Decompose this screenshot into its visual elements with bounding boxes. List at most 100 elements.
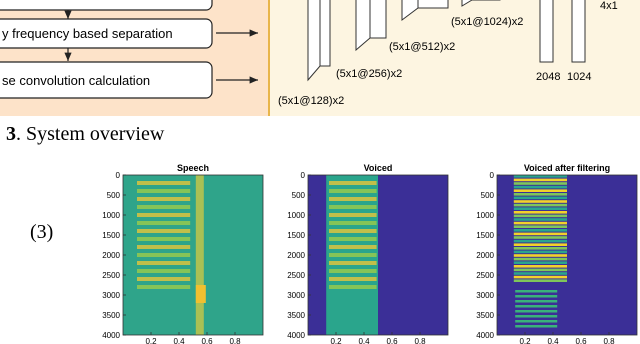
y-tick-label: 2000 <box>287 251 305 260</box>
block <box>401 0 449 21</box>
x-tick-label: 0.4 <box>358 337 370 344</box>
spectrogram-band <box>513 268 567 272</box>
spectrogram-band <box>329 197 377 201</box>
spectrogram-band <box>137 181 191 185</box>
y-tick-label: 3500 <box>102 311 120 320</box>
spectrogram-band <box>137 245 191 249</box>
spectrogram-band <box>329 205 377 209</box>
x-tick-label: 0.4 <box>173 337 185 344</box>
spectrogram-band <box>515 305 558 308</box>
spectrogram-band <box>515 310 558 313</box>
caption: 3. System overview <box>6 123 165 145</box>
spectrogram-band <box>137 253 191 257</box>
block <box>307 0 331 82</box>
spectrogram-band <box>513 229 567 232</box>
y-tick-label: 1000 <box>287 211 305 220</box>
y-tick-label: 3000 <box>287 291 305 300</box>
y-tick-label: 1000 <box>102 211 120 220</box>
spectrogram-band <box>513 193 567 196</box>
y-tick-label: 3500 <box>287 311 305 320</box>
spectrogram-band <box>137 277 191 281</box>
dense-label: 1024 <box>567 71 591 83</box>
spectrogram-band <box>137 189 191 193</box>
spectrogram-band <box>137 229 191 233</box>
dense-block <box>539 0 554 63</box>
step-box <box>0 0 213 11</box>
spectrogram-band <box>513 236 567 239</box>
x-tick-label: 0.2 <box>330 337 342 344</box>
spectrogram-band <box>513 207 567 210</box>
spectrogram-band <box>329 253 377 257</box>
y-tick-label: 500 <box>292 191 306 200</box>
y-tick-label: 4000 <box>476 331 494 340</box>
spectrograms: Speech 0 500 1000 1500 2000 2500 3000 3500 4000 0.… <box>102 163 638 344</box>
figure-label: (3) <box>30 221 53 243</box>
y-tick-label: 1500 <box>287 231 305 240</box>
spectrogram-band <box>329 245 377 249</box>
y-tick-label: 2000 <box>102 251 120 260</box>
spectrogram-band <box>515 320 558 323</box>
step-label: y frequency based separation <box>2 26 173 41</box>
spectrogram-band <box>137 237 191 241</box>
spectrogram-band <box>137 269 191 273</box>
spectrogram-band <box>513 250 567 254</box>
block <box>355 0 387 52</box>
spectrogram-band <box>329 213 377 217</box>
plot-title: Voiced <box>364 163 393 173</box>
step-label: se convolution calculation <box>2 73 150 88</box>
y-tick-label: 2500 <box>102 271 120 280</box>
x-tick-label: 0.8 <box>229 337 241 344</box>
spectrogram-band <box>515 295 558 298</box>
spectrogram-band <box>513 189 567 192</box>
spectrogram-band <box>513 239 567 243</box>
spectrogram-band <box>513 279 567 282</box>
spectrogram-band <box>513 203 567 207</box>
spectrogram-band <box>515 290 558 293</box>
step-box <box>0 61 213 99</box>
layer-label: (5x1@256)x2 <box>336 68 402 80</box>
caption-text: . System overview <box>16 123 165 145</box>
spectrogram-band <box>515 300 558 303</box>
spectrogram-band <box>513 232 567 236</box>
y-tick-label: 2000 <box>476 251 494 260</box>
spectrogram-band <box>513 275 567 279</box>
spectrogram-band <box>329 285 377 289</box>
x-tick-label: 0.8 <box>603 337 615 344</box>
step-box <box>0 18 213 49</box>
spectrogram-band <box>137 213 191 217</box>
spectrogram-band <box>329 237 377 241</box>
y-tick-label: 3000 <box>102 291 120 300</box>
spectrogram-band <box>513 247 567 250</box>
spectrogram-band <box>137 221 191 225</box>
spectrogram-band <box>513 178 567 182</box>
spectrogram-band <box>513 272 567 275</box>
block <box>461 0 501 7</box>
spectrogram-band <box>513 257 567 261</box>
spectrogram-band <box>513 261 567 264</box>
spectrogram-band <box>137 261 191 265</box>
y-tick-label: 500 <box>481 191 495 200</box>
spectrogram-band <box>195 285 206 303</box>
layer-label: (5x1@512)x2 <box>389 41 455 53</box>
y-tick-label: 500 <box>107 191 121 200</box>
spectrogram-band <box>137 285 191 289</box>
y-tick-label: 3000 <box>476 291 494 300</box>
y-tick-label: 0 <box>301 171 306 180</box>
spectrogram-band <box>513 185 567 189</box>
spectrogram-band <box>329 277 377 281</box>
y-tick-label: 0 <box>116 171 121 180</box>
spectrogram-band <box>515 315 558 318</box>
spectrogram-band <box>329 181 377 185</box>
x-tick-label: 0.4 <box>547 337 559 344</box>
x-tick-label: 0.2 <box>145 337 157 344</box>
dense-label: 2048 <box>536 71 560 83</box>
layer-blocks <box>307 0 586 82</box>
dense-block <box>571 0 586 63</box>
spectrogram-band <box>329 221 377 225</box>
y-tick-label: 1500 <box>102 231 120 240</box>
spectrogram-band <box>513 196 567 200</box>
spectrogram-band <box>329 261 377 265</box>
layer-label: (5x1@1024)x2 <box>451 16 523 28</box>
spectrogram-band <box>515 325 558 328</box>
